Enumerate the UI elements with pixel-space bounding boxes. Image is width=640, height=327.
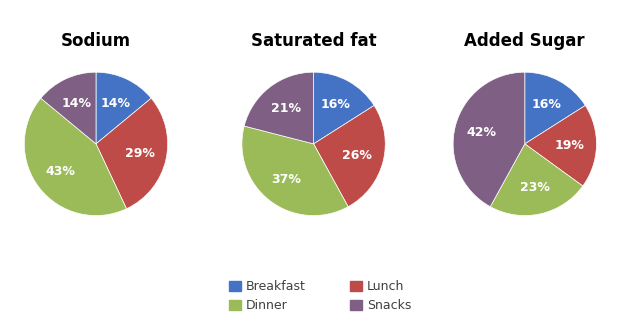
Text: 29%: 29% (125, 147, 155, 160)
Wedge shape (96, 72, 151, 144)
Wedge shape (96, 98, 168, 209)
Text: 26%: 26% (342, 148, 372, 162)
Wedge shape (242, 126, 348, 215)
Wedge shape (244, 72, 314, 144)
Text: 16%: 16% (321, 98, 350, 111)
Text: 21%: 21% (271, 102, 301, 115)
Title: Saturated fat: Saturated fat (251, 32, 376, 50)
Text: 14%: 14% (100, 96, 130, 110)
Text: 16%: 16% (532, 98, 561, 111)
Wedge shape (490, 144, 583, 215)
Text: 19%: 19% (555, 139, 585, 152)
Text: 43%: 43% (45, 165, 76, 178)
Wedge shape (41, 72, 96, 144)
Wedge shape (525, 72, 586, 144)
Title: Added Sugar: Added Sugar (465, 32, 585, 50)
Wedge shape (24, 98, 127, 215)
Wedge shape (314, 106, 385, 207)
Wedge shape (525, 106, 596, 186)
Wedge shape (314, 72, 374, 144)
Text: 14%: 14% (62, 96, 92, 110)
Wedge shape (453, 72, 525, 207)
Text: 42%: 42% (466, 126, 496, 139)
Title: Sodium: Sodium (61, 32, 131, 50)
Text: 37%: 37% (271, 173, 301, 186)
Text: 23%: 23% (520, 181, 550, 195)
Legend: Breakfast, Dinner, Lunch, Snacks: Breakfast, Dinner, Lunch, Snacks (223, 275, 417, 318)
